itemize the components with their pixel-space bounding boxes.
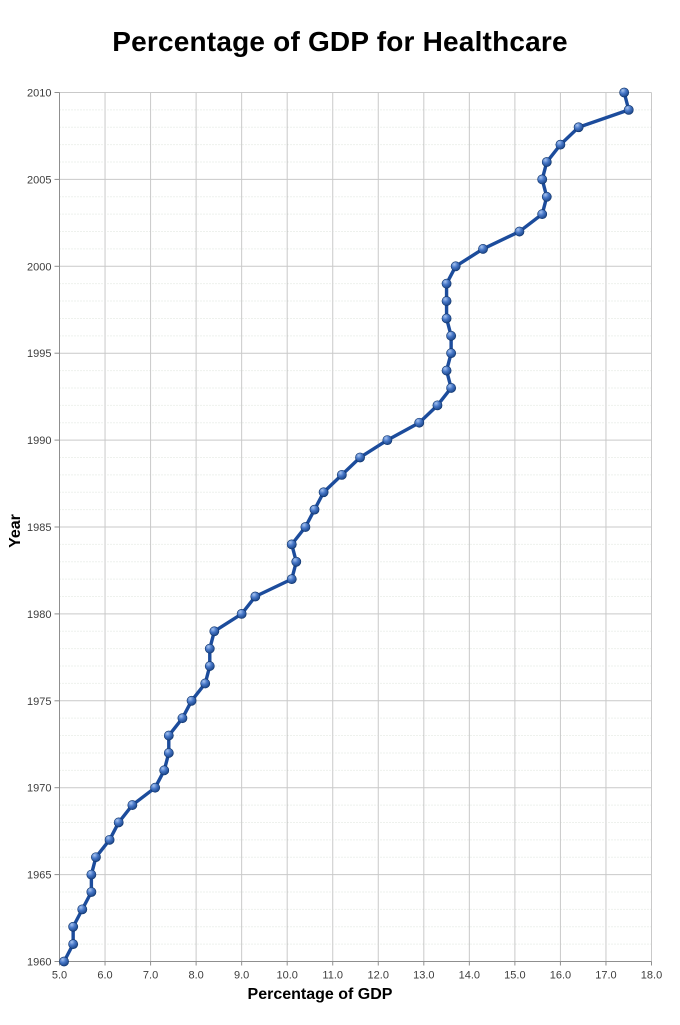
y-tick-label: 1985 <box>27 522 51 534</box>
data-point-1985 <box>300 522 311 532</box>
x-tick-label: 6.0 <box>97 970 112 982</box>
data-point-1978 <box>204 643 215 654</box>
data-point-1986 <box>309 504 320 515</box>
data-point-1993 <box>446 383 457 393</box>
y-tick-label: 1975 <box>27 696 51 708</box>
x-tick-label: 12.0 <box>368 970 389 982</box>
data-point-1960 <box>59 956 69 967</box>
data-point-2006 <box>541 157 552 167</box>
y-tick-label: 1960 <box>27 957 51 969</box>
data-point-1973 <box>163 730 174 741</box>
data-point-1967 <box>104 834 115 845</box>
x-tick-label: 14.0 <box>459 970 480 982</box>
data-point-2007 <box>555 139 566 150</box>
x-tick-label: 10.0 <box>276 970 297 982</box>
data-point-1977 <box>204 661 215 671</box>
y-tick-label: 2000 <box>27 261 51 273</box>
x-tick-label: 11.0 <box>322 970 343 982</box>
data-point-1979 <box>209 626 220 637</box>
tick-marks <box>54 92 652 966</box>
data-point-1970 <box>150 782 161 793</box>
data-point-1991 <box>414 417 425 428</box>
data-point-1975 <box>186 695 197 706</box>
data-point-1963 <box>77 904 88 915</box>
data-point-1990 <box>382 435 393 445</box>
x-tick-label: 7.0 <box>143 970 158 982</box>
data-point-2000 <box>450 261 461 272</box>
data-point-1989 <box>355 452 365 463</box>
tick-labels: 5.0 6.0 7.0 8.0 9.0 10.0 11.0 12.0 13.0 14.0 15.0 1… <box>27 88 662 982</box>
data-point-1982 <box>286 574 297 585</box>
data-point-1995 <box>446 348 457 359</box>
y-axis-title: Year <box>7 514 24 548</box>
data-point-1969 <box>127 800 138 810</box>
data-point-1988 <box>336 469 347 480</box>
x-tick-label: 8.0 <box>188 970 203 982</box>
data-point-1965 <box>86 869 97 880</box>
x-tick-label: 13.0 <box>413 970 434 982</box>
data-point-1980 <box>236 609 247 619</box>
data-point-2004 <box>541 191 552 202</box>
chart-title: Percentage of GDP for Healthcare <box>112 26 568 57</box>
y-tick-label: 2005 <box>27 174 51 186</box>
x-tick-label: 17.0 <box>595 970 616 982</box>
data-point-1996 <box>446 330 457 341</box>
data-point-1992 <box>432 400 443 411</box>
data-point-2001 <box>478 244 488 254</box>
data-point-1964 <box>86 887 97 897</box>
data-point-1976 <box>200 678 211 689</box>
data-point-1981 <box>250 591 261 602</box>
data-point-1974 <box>177 713 188 724</box>
data-point-2010 <box>619 87 630 98</box>
data-point-1997 <box>441 313 452 324</box>
y-tick-label: 1980 <box>27 609 51 621</box>
y-tick-label: 1995 <box>27 348 51 360</box>
data-point-1983 <box>291 556 302 567</box>
data-point-2009 <box>623 104 634 115</box>
x-tick-label: 15.0 <box>504 970 525 982</box>
x-tick-label: 18.0 <box>641 970 662 982</box>
y-tick-label: 1970 <box>27 783 51 795</box>
y-tick-label: 2010 <box>27 88 51 100</box>
y-tick-label: 1990 <box>27 435 51 447</box>
data-point-1998 <box>441 296 452 306</box>
data-point-1987 <box>318 487 329 498</box>
data-series <box>59 87 634 967</box>
y-tick-label: 1965 <box>27 870 51 882</box>
data-point-2008 <box>573 122 584 133</box>
data-point-1972 <box>163 748 174 758</box>
data-point-2003 <box>537 209 548 220</box>
data-point-2002 <box>514 226 525 237</box>
data-point-1961 <box>68 939 79 950</box>
data-point-1962 <box>68 921 79 932</box>
data-point-1968 <box>113 817 124 828</box>
data-point-1984 <box>286 539 297 550</box>
horizontal-gridlines <box>59 92 652 962</box>
x-tick-label: 16.0 <box>550 970 571 982</box>
data-point-1999 <box>441 278 452 289</box>
data-point-2005 <box>537 174 548 185</box>
x-tick-label: 5.0 <box>52 970 67 982</box>
data-point-1994 <box>441 365 452 376</box>
x-axis-title: Percentage of GDP <box>247 986 393 1003</box>
x-tick-label: 9.0 <box>234 970 249 982</box>
data-point-1971 <box>159 765 170 776</box>
data-point-1966 <box>91 852 101 863</box>
